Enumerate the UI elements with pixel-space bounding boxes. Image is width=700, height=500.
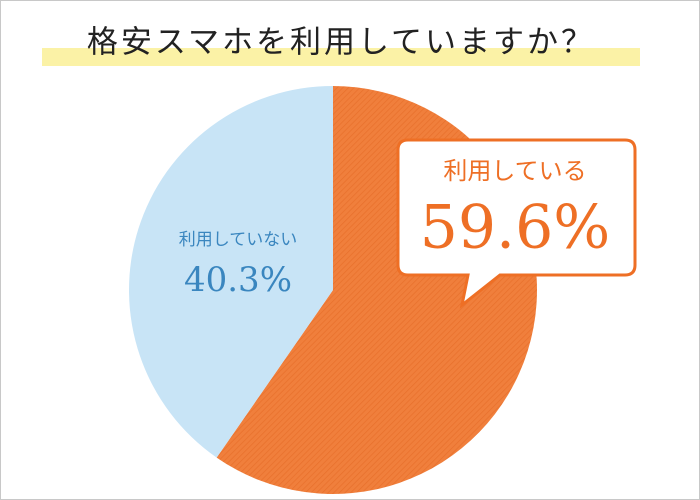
category-label: 利用している — [443, 157, 586, 185]
title-highlight — [42, 48, 640, 66]
callout-box — [396, 138, 637, 309]
value-label: 59.6% — [420, 193, 611, 263]
pie-slice — [129, 86, 333, 458]
labels: 利用している 59.6% 利用していない 40.3% — [179, 138, 637, 309]
category-label: 利用していない — [179, 230, 298, 250]
chart-title: 格安スマホを利用していますか？ — [87, 25, 595, 61]
value-label: 40.3% — [184, 260, 292, 300]
